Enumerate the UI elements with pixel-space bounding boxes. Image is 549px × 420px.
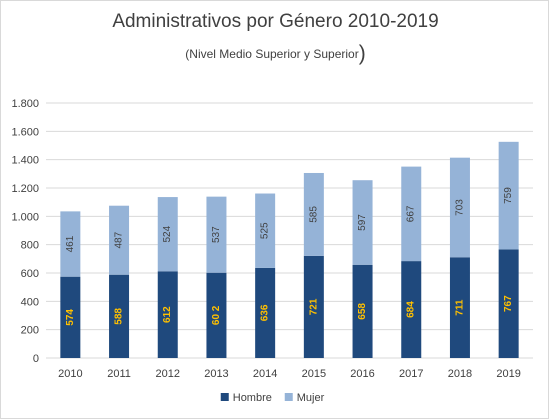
bar-hombre: [401, 261, 422, 358]
data-label-mujer: 667: [406, 205, 417, 222]
bar-hombre: [352, 264, 373, 358]
data-label-hombre: 588: [114, 308, 125, 325]
bar-mujer: [352, 180, 373, 265]
legend-label-hombre: Hombre: [233, 392, 272, 404]
data-label-hombre: 684: [406, 301, 417, 318]
legend-label-mujer: Mujer: [297, 392, 325, 404]
y-tick-label: 800: [21, 240, 39, 252]
legend-swatch-hombre: [220, 393, 229, 401]
x-tick-label: 2010: [58, 368, 82, 380]
bar-mujer: [498, 141, 519, 250]
data-label-mujer: 597: [357, 214, 368, 231]
data-label-hombre: 636: [260, 304, 271, 321]
x-tick-label: 2017: [399, 368, 423, 380]
x-tick-label: 2016: [350, 368, 374, 380]
bar-hombre: [206, 272, 227, 358]
data-label-mujer: 585: [308, 206, 319, 223]
x-tick-label: 2018: [448, 368, 472, 380]
bar-hombre: [449, 257, 470, 358]
bar-hombre: [303, 255, 324, 358]
y-tick-label: 0: [33, 353, 39, 365]
data-label-hombre: 721: [308, 298, 319, 315]
data-label-mujer: 759: [503, 187, 514, 204]
data-label-hombre: 658: [357, 303, 368, 320]
y-tick-label: 1.400: [11, 155, 39, 167]
y-tick-label: 1.800: [11, 98, 39, 110]
bar-mujer: [449, 157, 470, 258]
x-tick-label: 2019: [496, 368, 520, 380]
bar-mujer: [109, 205, 130, 275]
x-tick-label: 2013: [204, 368, 228, 380]
data-label-mujer: 537: [211, 226, 222, 243]
legend-swatch-mujer: [284, 393, 293, 401]
bar-hombre: [255, 267, 276, 358]
data-label-hombre: 711: [454, 299, 465, 316]
bar-mujer: [157, 197, 178, 272]
y-tick-label: 600: [21, 268, 39, 280]
data-label-mujer: 461: [65, 235, 76, 252]
bar-mujer: [303, 172, 324, 256]
data-label-hombre: 612: [162, 306, 173, 323]
data-label-hombre: 767: [503, 295, 514, 312]
data-label-hombre: 574: [65, 309, 76, 326]
bar-mujer: [206, 196, 227, 273]
bar-hombre: [498, 249, 519, 358]
y-tick-label: 1.600: [11, 126, 39, 138]
chart-title: Administrativos por Género 2010-2019: [112, 11, 439, 32]
chart-subtitle: (Nivel Medio Superior y Superior): [1, 43, 549, 64]
chart-subtitle-text: (Nivel Medio Superior y Superior: [185, 47, 359, 61]
data-label-mujer: 525: [260, 222, 271, 239]
bar-hombre: [60, 276, 81, 358]
bar-mujer: [255, 193, 276, 268]
data-label-mujer: 524: [162, 225, 173, 242]
bar-hombre: [109, 274, 130, 358]
y-tick-label: 200: [21, 325, 39, 337]
bar-mujer: [401, 166, 422, 262]
y-tick-label: 1.000: [11, 211, 39, 223]
data-label-mujer: 487: [114, 231, 125, 248]
y-tick-label: 400: [21, 296, 39, 308]
x-tick-label: 2015: [302, 368, 326, 380]
x-tick-label: 2014: [253, 368, 277, 380]
data-label-mujer: 703: [454, 199, 465, 216]
bar-hombre: [157, 271, 178, 358]
data-label-hombre: 60 2: [211, 305, 222, 325]
x-tick-label: 2012: [156, 368, 180, 380]
chart-subtitle-close-paren: ): [358, 42, 366, 65]
x-tick-label: 2011: [107, 368, 131, 380]
bar-mujer: [60, 211, 81, 277]
y-tick-label: 1.200: [11, 183, 39, 195]
